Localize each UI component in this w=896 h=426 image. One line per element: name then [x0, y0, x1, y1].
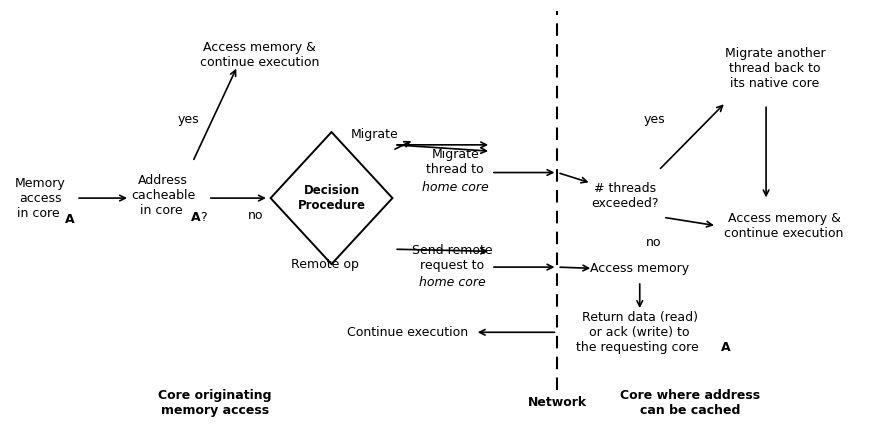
Text: Network: Network [528, 396, 587, 409]
Text: Decision
Procedure: Decision Procedure [297, 184, 366, 212]
Text: Memory
access
in core: Memory access in core [15, 177, 65, 219]
Text: Access memory &
continue execution: Access memory & continue execution [724, 212, 844, 240]
Text: Migrate another
thread back to
its native core: Migrate another thread back to its nativ… [725, 47, 825, 89]
Text: yes: yes [177, 113, 199, 126]
Text: ?: ? [200, 211, 206, 224]
Text: Migrate
thread to: Migrate thread to [426, 148, 484, 176]
Text: Continue execution: Continue execution [347, 326, 469, 339]
Text: Migrate: Migrate [350, 128, 399, 141]
Text: A: A [65, 213, 75, 226]
Text: Address
cacheable
in core: Address cacheable in core [131, 175, 195, 217]
Text: Core originating
memory access: Core originating memory access [159, 389, 271, 417]
Text: home core: home core [422, 181, 488, 194]
Text: yes: yes [643, 113, 665, 126]
Text: A: A [191, 211, 201, 224]
Text: Access memory: Access memory [590, 262, 689, 275]
Text: no: no [646, 236, 662, 249]
Text: A: A [721, 341, 731, 354]
Text: Access memory &
continue execution: Access memory & continue execution [200, 41, 320, 69]
Text: Send remote
request to: Send remote request to [412, 244, 493, 272]
Text: no: no [247, 209, 263, 222]
Text: home core: home core [419, 276, 486, 288]
Text: Remote op: Remote op [290, 258, 358, 271]
Text: # threads
exceeded?: # threads exceeded? [591, 182, 659, 210]
Text: Return data (read)
or ack (write) to
the requesting core: Return data (read) or ack (write) to the… [576, 311, 703, 354]
Text: Core where address
can be cached: Core where address can be cached [620, 389, 760, 417]
